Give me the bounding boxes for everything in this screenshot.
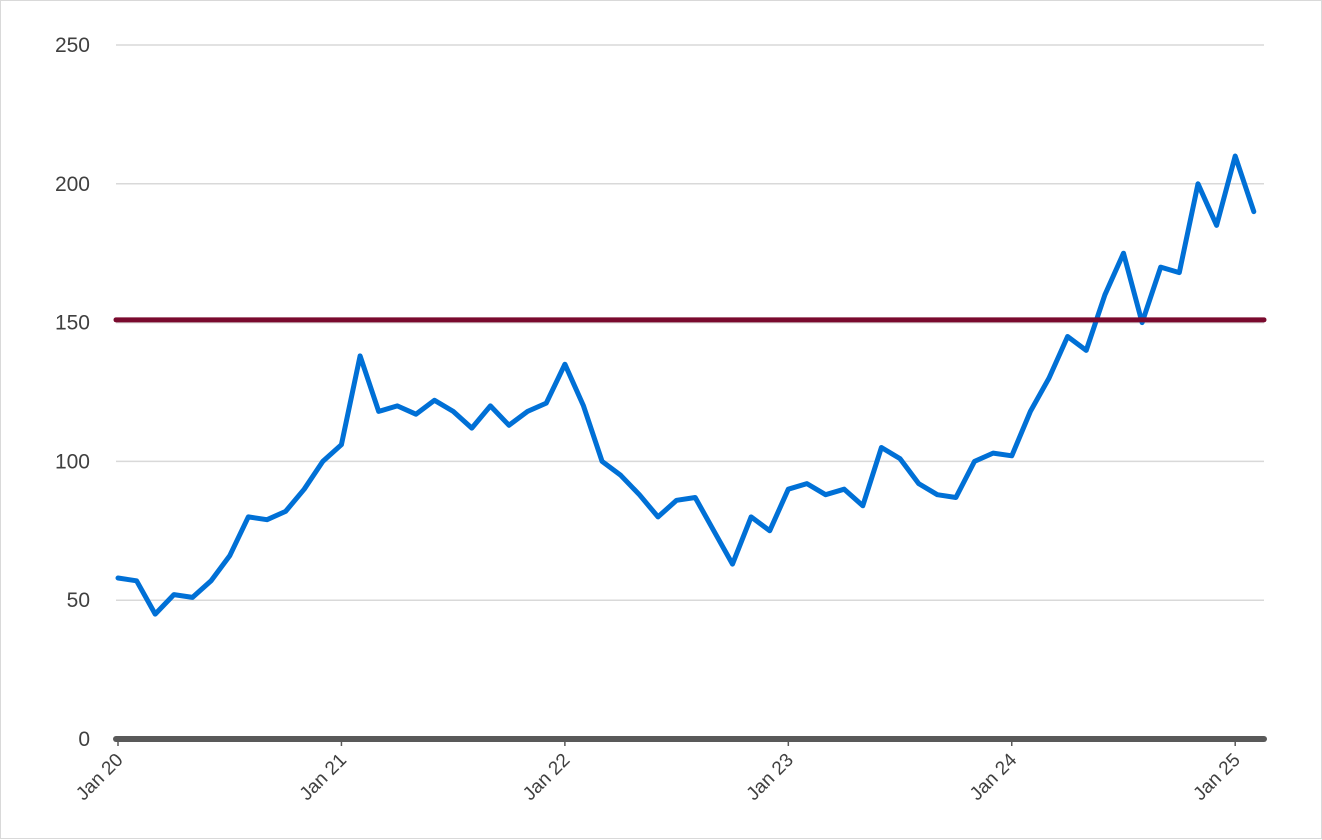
x-tick-label-1: Jan 21 [296, 750, 351, 805]
x-tick-label-0: Jan 20 [72, 750, 127, 805]
x-tick-label-4: Jan 24 [966, 749, 1021, 804]
y-tick-label-100: 100 [55, 450, 90, 473]
x-tick-label-3: Jan 23 [743, 750, 798, 805]
y-tick-label-0: 0 [78, 728, 90, 751]
y-tick-label-150: 150 [55, 312, 90, 335]
y-tick-label-250: 250 [55, 34, 90, 57]
series-line-0 [115, 153, 1257, 617]
y-tick-label-200: 200 [55, 173, 90, 196]
x-tick-label-2: Jan 22 [519, 750, 574, 805]
y-tick-label-50: 50 [67, 589, 90, 612]
x-tick-label-5: Jan 25 [1190, 750, 1245, 805]
